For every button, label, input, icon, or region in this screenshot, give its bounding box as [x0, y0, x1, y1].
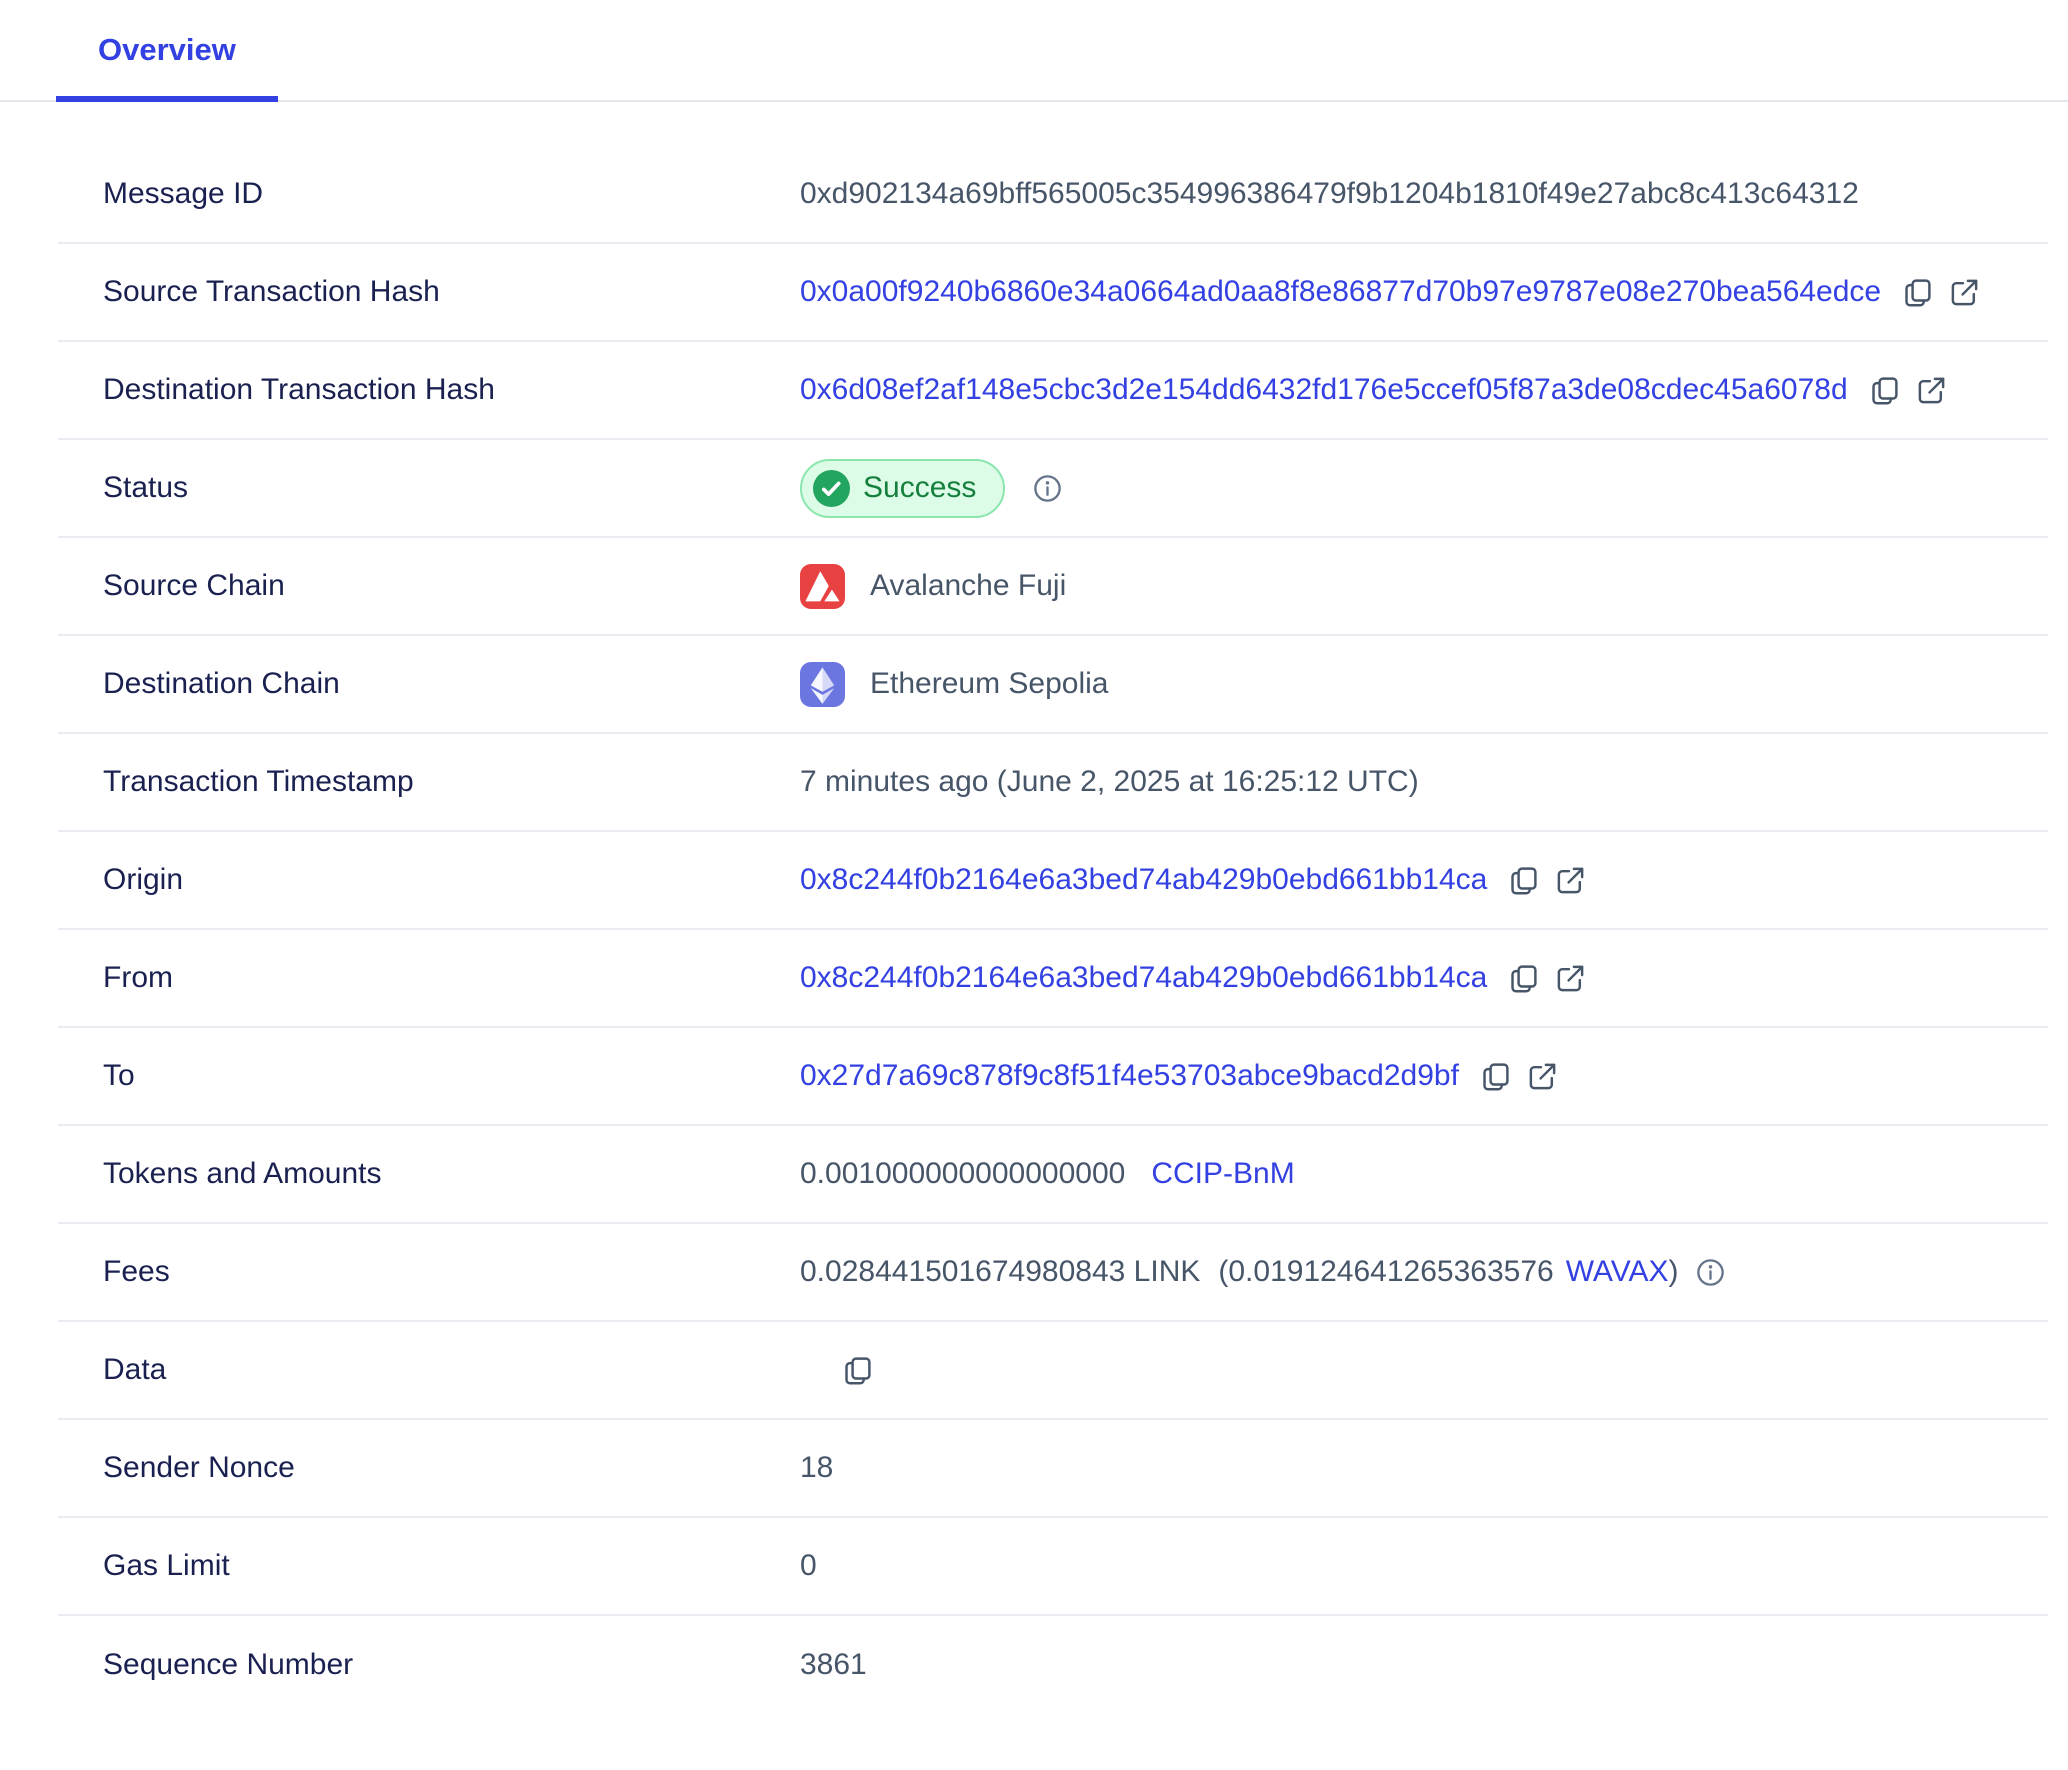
ethereum-logo-icon — [800, 661, 845, 707]
status-info-button[interactable] — [1032, 473, 1063, 504]
row-to: To 0x27d7a69c878f9c8f51f4e53703abce9bacd… — [58, 1028, 2048, 1126]
info-icon — [1032, 473, 1063, 504]
source-tx-copy-button[interactable] — [1902, 277, 1933, 308]
origin-external-button[interactable] — [1555, 865, 1586, 896]
source-tx-hash-link[interactable]: 0x0a00f9240b6860e34a0664ad0aa8f8e86877d7… — [800, 275, 1882, 308]
copy-icon — [1508, 963, 1539, 994]
to-copy-button[interactable] — [1480, 1061, 1511, 1092]
sender-nonce-label: Sender Nonce — [103, 1451, 295, 1484]
data-label: Data — [103, 1353, 167, 1386]
data-copy-button[interactable] — [842, 1355, 873, 1386]
row-tokens-amounts: Tokens and Amounts 0.001000000000000000 … — [58, 1126, 2048, 1224]
external-link-icon — [1555, 963, 1586, 994]
token-amount-value: 0.001000000000000000 — [800, 1157, 1126, 1190]
row-status: Status Success — [58, 440, 2048, 538]
message-id-label: Message ID — [103, 177, 264, 210]
status-badge-text: Success — [863, 471, 977, 504]
copy-icon — [1508, 865, 1539, 896]
source-chain-label: Source Chain — [103, 569, 285, 602]
fees-label: Fees — [103, 1255, 170, 1288]
row-source-chain: Source Chain Avalanche Fuji — [58, 538, 2048, 636]
gas-limit-value: 0 — [800, 1549, 817, 1582]
from-label: From — [103, 961, 173, 994]
dest-tx-hash-label: Destination Transaction Hash — [103, 373, 495, 406]
fees-link-amount: 0.028441501674980843 LINK — [800, 1255, 1201, 1288]
row-message-id: Message ID 0xd902134a69bff565005c3549963… — [58, 146, 2048, 244]
fees-wavax-link[interactable]: WAVAX — [1565, 1255, 1669, 1288]
timestamp-label: Transaction Timestamp — [103, 765, 414, 798]
row-origin: Origin 0x8c244f0b2164e6a3bed74ab429b0ebd… — [58, 832, 2048, 930]
info-icon — [1695, 1257, 1726, 1288]
token-name-link[interactable]: CCIP-BnM — [1151, 1157, 1295, 1190]
row-gas-limit: Gas Limit 0 — [58, 1518, 2048, 1616]
external-link-icon — [1949, 277, 1980, 308]
fees-info-button[interactable] — [1695, 1257, 1726, 1288]
source-chain-name: Avalanche Fuji — [870, 569, 1067, 602]
to-address-link[interactable]: 0x27d7a69c878f9c8f51f4e53703abce9bacd2d9… — [800, 1059, 1459, 1092]
source-tx-external-button[interactable] — [1949, 277, 1980, 308]
row-timestamp: Transaction Timestamp 7 minutes ago (Jun… — [58, 734, 2048, 832]
copy-icon — [1902, 277, 1933, 308]
origin-copy-button[interactable] — [1508, 865, 1539, 896]
external-link-icon — [1555, 865, 1586, 896]
sender-nonce-value: 18 — [800, 1451, 834, 1484]
to-external-button[interactable] — [1527, 1061, 1558, 1092]
fees-alt-amount: (0.019124641265363576 — [1218, 1255, 1554, 1288]
dest-chain-name: Ethereum Sepolia — [870, 667, 1109, 700]
dest-tx-external-button[interactable] — [1916, 375, 1947, 406]
origin-address-link[interactable]: 0x8c244f0b2164e6a3bed74ab429b0ebd661bb14… — [800, 863, 1488, 896]
status-label: Status — [103, 471, 189, 504]
tab-active-underline — [56, 96, 278, 102]
row-sequence-number: Sequence Number 3861 — [58, 1616, 2048, 1714]
row-sender-nonce: Sender Nonce 18 — [58, 1420, 2048, 1518]
from-address-link[interactable]: 0x8c244f0b2164e6a3bed74ab429b0ebd661bb14… — [800, 961, 1488, 994]
check-circle-icon — [813, 470, 850, 507]
avalanche-logo-icon — [800, 563, 845, 609]
sequence-number-value: 3861 — [800, 1648, 867, 1681]
tab-overview[interactable]: Overview — [56, 0, 278, 102]
row-data: Data — [58, 1322, 2048, 1420]
external-link-icon — [1527, 1061, 1558, 1092]
origin-label: Origin — [103, 863, 184, 896]
gas-limit-label: Gas Limit — [103, 1549, 230, 1582]
row-fees: Fees 0.028441501674980843 LINK (0.019124… — [58, 1224, 2048, 1322]
copy-icon — [842, 1355, 873, 1386]
copy-icon — [1480, 1061, 1511, 1092]
fees-close-paren: ) — [1668, 1255, 1679, 1288]
source-tx-hash-label: Source Transaction Hash — [103, 275, 440, 308]
tab-overview-label: Overview — [98, 32, 236, 67]
row-dest-chain: Destination Chain Ethereum Sepolia — [58, 636, 2048, 734]
row-source-tx-hash: Source Transaction Hash 0x0a00f9240b6860… — [58, 244, 2048, 342]
dest-tx-hash-link[interactable]: 0x6d08ef2af148e5cbc3d2e154dd6432fd176e5c… — [800, 373, 1848, 406]
timestamp-value: 7 minutes ago (June 2, 2025 at 16:25:12 … — [800, 765, 1419, 798]
from-copy-button[interactable] — [1508, 963, 1539, 994]
transaction-details-table: Message ID 0xd902134a69bff565005c3549963… — [58, 146, 2048, 1714]
sequence-number-label: Sequence Number — [103, 1648, 354, 1681]
tokens-amounts-label: Tokens and Amounts — [103, 1157, 382, 1190]
to-label: To — [103, 1059, 135, 1092]
copy-icon — [1869, 375, 1900, 406]
row-dest-tx-hash: Destination Transaction Hash 0x6d08ef2af… — [58, 342, 2048, 440]
row-from: From 0x8c244f0b2164e6a3bed74ab429b0ebd66… — [58, 930, 2048, 1028]
from-external-button[interactable] — [1555, 963, 1586, 994]
dest-tx-copy-button[interactable] — [1869, 375, 1900, 406]
tab-bar: Overview — [0, 0, 2068, 102]
external-link-icon — [1916, 375, 1947, 406]
dest-chain-label: Destination Chain — [103, 667, 340, 700]
message-id-value: 0xd902134a69bff565005c354996386479f9b120… — [800, 177, 1859, 210]
status-badge: Success — [800, 458, 1006, 518]
